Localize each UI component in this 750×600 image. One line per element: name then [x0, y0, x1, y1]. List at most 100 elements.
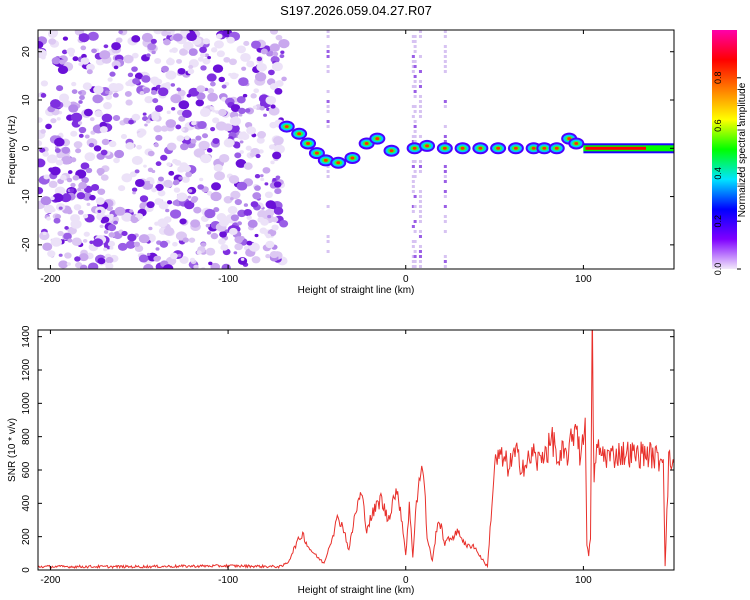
noise-speck: [142, 112, 147, 116]
tone-blob-core: [567, 137, 572, 141]
noise-speck: [108, 232, 116, 238]
noise-speck: [48, 38, 57, 45]
snr-y-label: SNR (10 * v/v): [7, 418, 18, 482]
noise-speck: [218, 108, 227, 117]
noise-speck: [60, 193, 72, 203]
streak-speck: [411, 240, 415, 243]
noise-speck: [57, 65, 69, 74]
streak-speck: [326, 45, 330, 48]
snr-y-tick-label: 800: [21, 428, 32, 445]
noise-speck: [98, 172, 103, 176]
tone-blob: [454, 142, 471, 155]
streak-speck: [326, 175, 330, 178]
noise-speck: [251, 256, 261, 264]
noise-speck: [209, 106, 215, 111]
noise-speck: [121, 230, 128, 237]
colorbar: 0.0 0.2 0.4 0.6 0.8 Normalized spectral ampl…: [712, 30, 748, 275]
snr-panel: -200 -100 0 100 0 200 400 600 800 1000 1200 1400 H…: [7, 325, 675, 596]
noise-speck: [72, 175, 80, 181]
noise-speck: [273, 206, 284, 215]
noise-speck: [151, 187, 157, 193]
noise-speck: [237, 221, 242, 226]
noise-speck: [247, 219, 258, 228]
noise-speck: [205, 247, 216, 256]
noise-speck: [230, 190, 241, 200]
noise-speck: [199, 177, 204, 182]
noise-speck: [193, 206, 202, 214]
noise-speck: [271, 62, 283, 72]
noise-speck: [70, 130, 78, 137]
noise-speck: [204, 208, 216, 219]
streak-speck: [443, 220, 447, 223]
streak-speck: [413, 40, 417, 43]
noise-speck: [265, 95, 277, 105]
noise-speck: [73, 141, 83, 149]
tone-blob-core: [460, 146, 465, 150]
streak-speck: [418, 30, 422, 33]
noise-speck: [77, 121, 83, 125]
streak-speck: [443, 230, 447, 233]
streak-speck: [413, 75, 417, 78]
noise-speck: [102, 247, 108, 252]
spectrogram-frame: [37, 29, 675, 270]
streak-speck: [326, 235, 330, 238]
noise-speck: [125, 240, 136, 249]
noise-speck: [202, 38, 211, 45]
noise-speck: [219, 231, 227, 238]
streak-speck: [413, 125, 417, 128]
tone-blob: [419, 139, 436, 152]
streak-speck: [326, 125, 330, 128]
noise-speck: [64, 157, 70, 162]
noise-speck: [109, 71, 116, 77]
noise-speck: [246, 240, 253, 246]
noise-speck: [52, 193, 64, 203]
tone-blob: [436, 142, 453, 155]
noise-speck: [40, 80, 49, 87]
noise-speck: [234, 152, 242, 159]
noise-speck: [83, 231, 90, 237]
noise-speck: [243, 203, 249, 207]
noise-speck: [176, 192, 188, 202]
noise-speck: [131, 155, 143, 165]
noise-speck: [127, 72, 134, 78]
noise-speck: [239, 140, 244, 144]
noise-speck: [172, 200, 180, 206]
noise-speck: [112, 115, 121, 122]
noise-speck: [38, 117, 43, 123]
noise-speck: [265, 200, 276, 209]
noise-speck: [196, 85, 206, 93]
tone-blob-core: [364, 141, 369, 145]
noise-speck: [270, 160, 275, 165]
streak-speck: [411, 165, 415, 168]
noise-speck: [207, 92, 218, 102]
noise-speck: [177, 67, 186, 75]
noise-speck: [169, 49, 174, 53]
noise-speck: [56, 85, 64, 92]
noise-speck: [155, 161, 162, 167]
noise-speck: [139, 91, 145, 96]
noise-speck: [105, 262, 114, 269]
noise-speck: [246, 126, 257, 135]
noise-speck: [200, 242, 207, 247]
streak-speck: [411, 160, 415, 163]
noise-speck: [212, 109, 216, 113]
noise-speck: [241, 66, 247, 71]
streak-speck: [326, 50, 330, 53]
noise-speck: [82, 82, 92, 91]
noise-speck: [246, 60, 255, 68]
snr-x-tick-label: 100: [575, 575, 592, 586]
noise-speck: [40, 196, 52, 206]
streak-speck: [413, 50, 417, 53]
noise-speck: [103, 230, 109, 234]
noise-speck: [73, 204, 82, 211]
colorbar-tick-label: 0.2: [713, 215, 723, 228]
noise-speck: [131, 35, 141, 43]
spectrogram-y-tick-label: 10: [21, 94, 32, 106]
noise-speck: [236, 96, 246, 104]
spectrogram-x-label: Height of straight line (km): [298, 285, 415, 296]
noise-speck: [70, 157, 77, 163]
noise-speck: [82, 239, 88, 243]
noise-speck: [101, 216, 110, 223]
tone-blob: [548, 142, 565, 155]
snr-x-label: Height of straight line (km): [298, 585, 415, 596]
